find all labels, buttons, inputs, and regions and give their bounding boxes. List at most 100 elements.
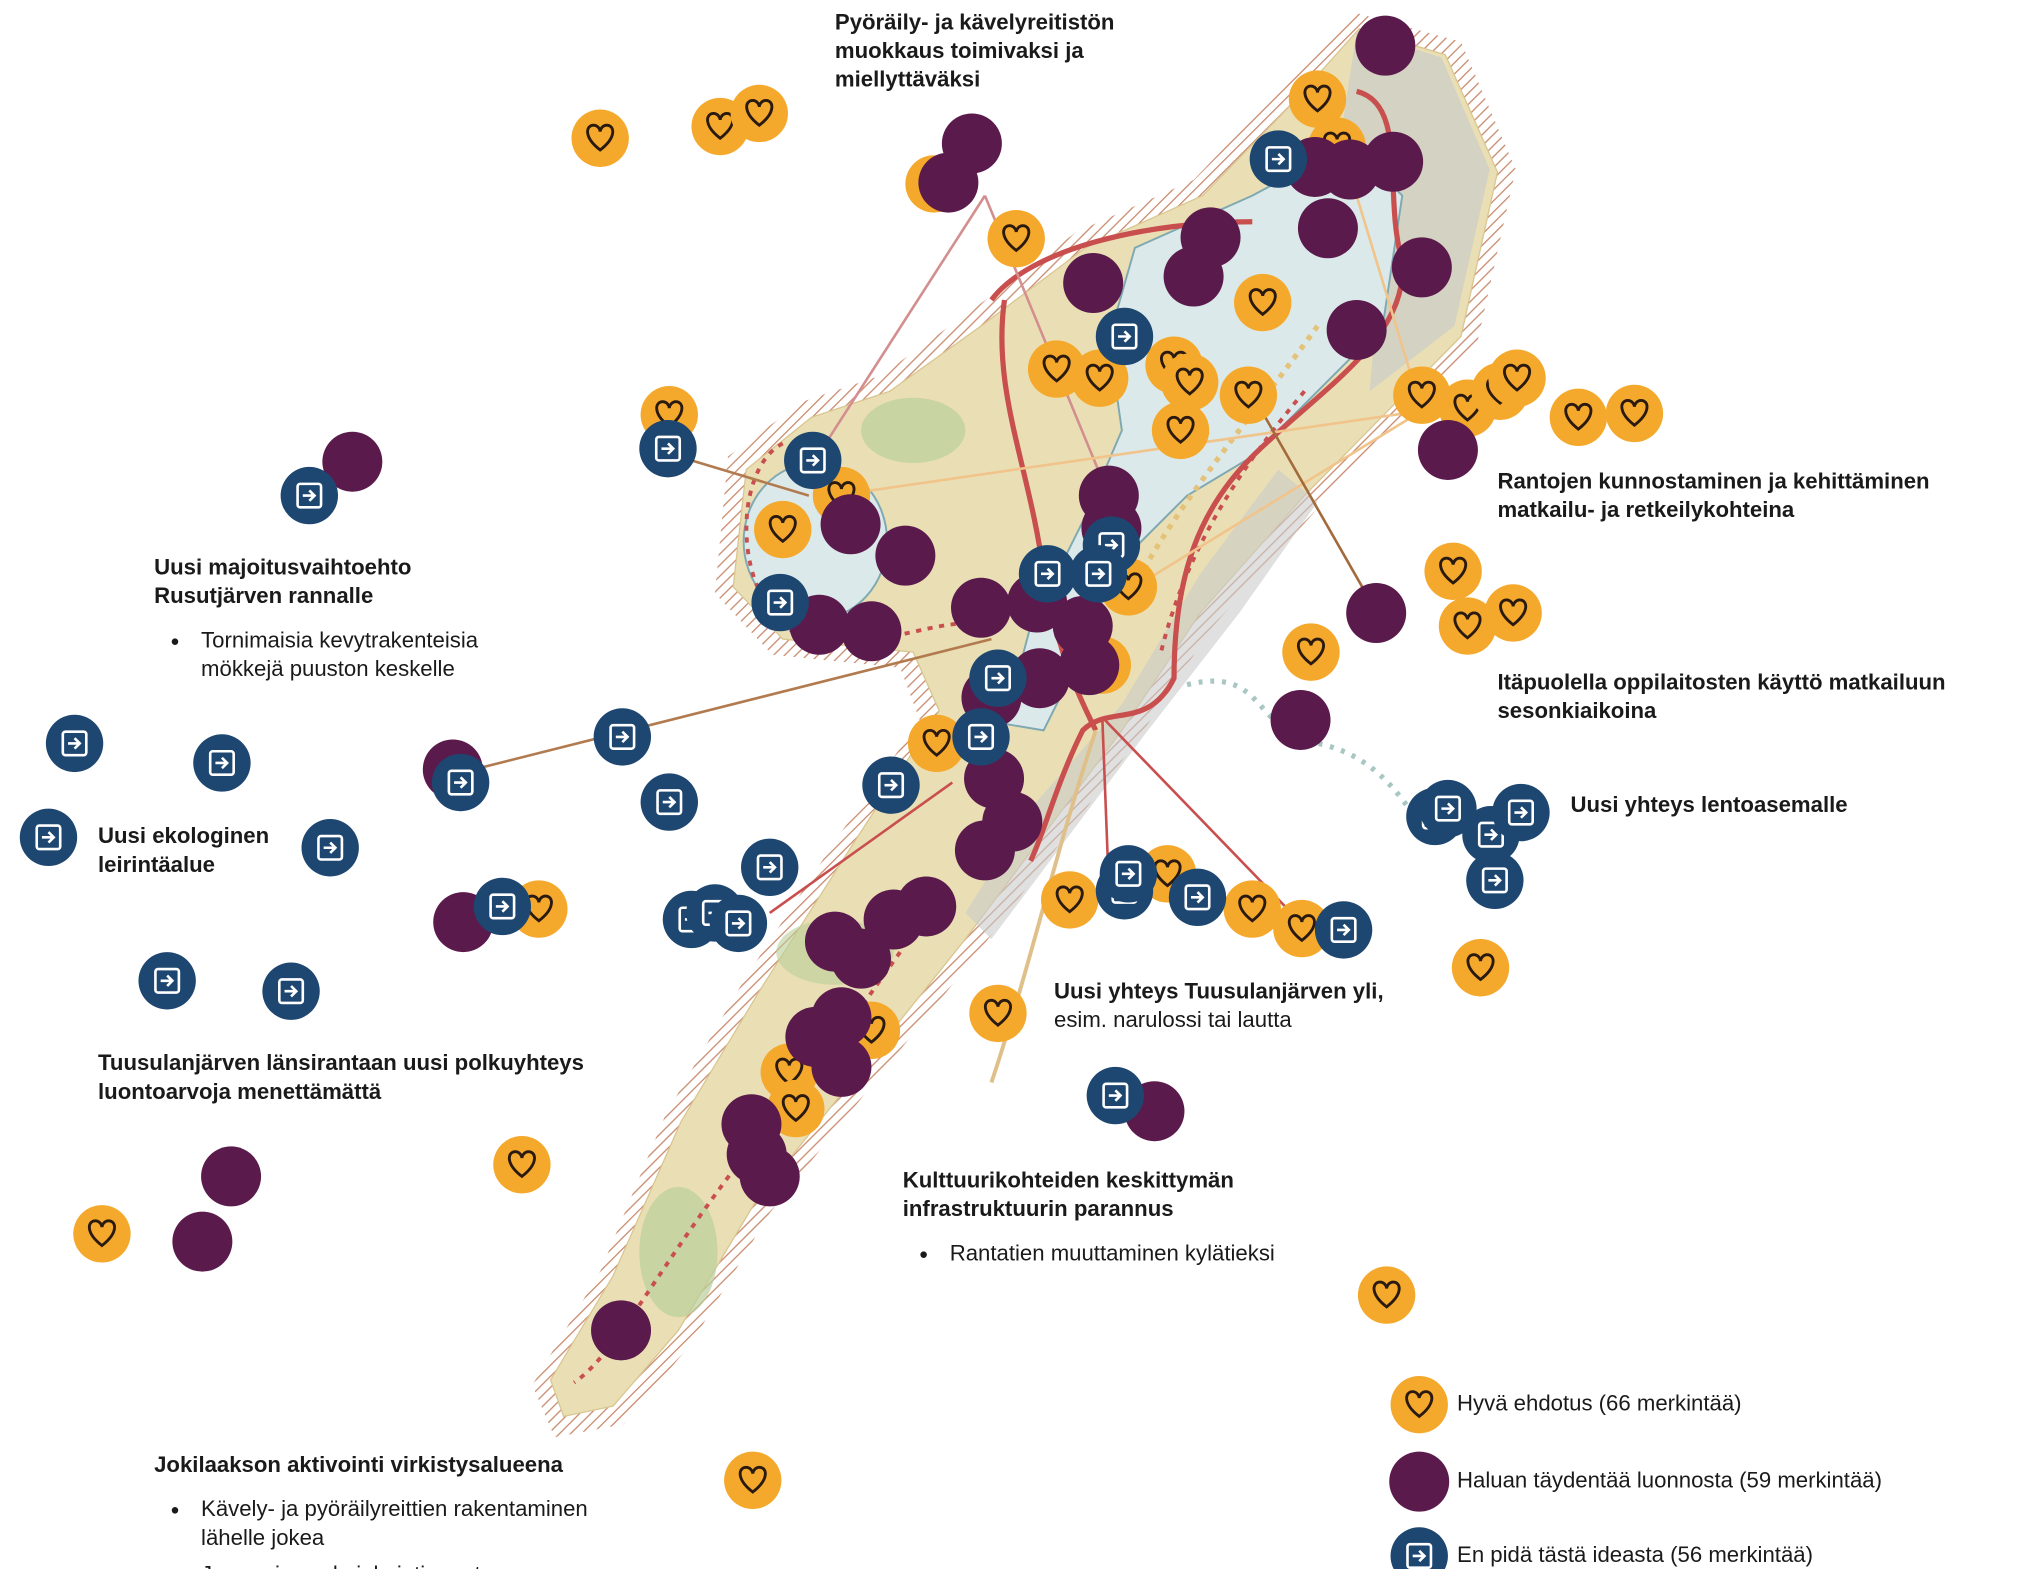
arrow-box <box>1477 821 1505 848</box>
dislike-marker <box>593 708 652 766</box>
arrow-box <box>656 789 683 816</box>
heart-icon <box>1042 354 1071 383</box>
comment-marker <box>954 820 1015 881</box>
comment-marker <box>951 577 1011 638</box>
comment-marker <box>1009 648 1070 709</box>
heart-icon <box>1303 84 1332 113</box>
heart-icon <box>1296 637 1325 666</box>
arrow-icon <box>1117 330 1132 343</box>
purple-marker <box>1389 1451 1450 1512</box>
arrow-icon <box>1271 152 1286 166</box>
heart-marker-bg <box>754 500 812 559</box>
blue-marker-bg <box>1390 1527 1448 1569</box>
arrow-icon <box>495 900 510 913</box>
arrow-icon <box>661 442 676 455</box>
purple-marker <box>1009 648 1070 709</box>
comment-marker <box>201 1146 262 1207</box>
arrow-box <box>1102 1082 1129 1109</box>
arrow-box <box>654 435 682 462</box>
heart-icon <box>1175 367 1204 396</box>
arrow-box <box>208 749 235 777</box>
heart-marker <box>767 1079 825 1138</box>
heart-marker <box>1484 584 1542 642</box>
forest <box>639 1186 718 1318</box>
annotation-subtitle: esim. narulossi tai lautta <box>1054 1007 1292 1032</box>
arrow-box <box>61 730 88 757</box>
dislike-marker <box>1168 868 1227 927</box>
arrow-box <box>1434 795 1461 822</box>
comment-marker <box>591 1300 652 1361</box>
heart-icon <box>655 400 684 429</box>
arrow-box <box>725 910 752 937</box>
heart-icon <box>781 1094 810 1123</box>
arrow-box <box>877 772 905 799</box>
dislike-marker <box>1314 901 1373 959</box>
connector <box>1264 416 1371 601</box>
comment-marker <box>841 601 902 662</box>
heart-marker <box>1027 340 1086 398</box>
annotation: Uusi majoitusvaihtoehto Rusutjärven ranna… <box>154 555 479 682</box>
heart-icon <box>1055 885 1084 914</box>
heart-icon <box>983 998 1012 1027</box>
heart-icon <box>745 98 774 128</box>
heart-icon <box>87 1219 116 1248</box>
dislike-marker <box>1492 783 1550 842</box>
heart-marker <box>1451 939 1510 997</box>
route <box>1028 88 1406 862</box>
purple-marker <box>1326 299 1387 360</box>
comment-marker <box>820 494 881 555</box>
arrow-box <box>447 769 474 796</box>
arrow-icon <box>160 974 175 987</box>
heart-marker-bg <box>1027 340 1086 398</box>
dislike-marker <box>280 466 339 525</box>
heart-marker-bg <box>1273 899 1331 958</box>
annotation-title: Kulttuurikohteiden keskittymän <box>903 1168 1234 1193</box>
dislike-marker <box>952 708 1010 766</box>
arrow-icon <box>1514 806 1529 819</box>
heart-marker-bg <box>1223 880 1281 938</box>
heart-icon <box>1287 914 1316 943</box>
heart-marker <box>1273 899 1331 958</box>
dislike-marker <box>784 431 842 490</box>
arrow-icon <box>773 596 788 609</box>
arrow-icon <box>68 737 82 750</box>
arrow-icon <box>731 917 746 930</box>
connector <box>807 194 987 471</box>
heart-marker <box>1357 1266 1416 1324</box>
heart-marker-bg <box>1424 542 1482 600</box>
heart-marker <box>73 1205 131 1263</box>
heart-marker <box>493 1135 551 1194</box>
heart-marker-bg <box>767 1079 825 1138</box>
dislike-marker <box>193 734 251 792</box>
heart-marker-bg <box>1160 353 1219 411</box>
legend-label: Haluan täydentää luonnosta (59 merkintää… <box>1457 1467 1882 1492</box>
comment-marker <box>1326 299 1387 360</box>
dislike-marker <box>301 819 359 877</box>
dislike-marker <box>1249 130 1308 188</box>
heart-icon <box>1503 363 1532 392</box>
heart-icon <box>1499 598 1528 627</box>
heart-marker-bg <box>724 1451 782 1510</box>
annotation-title: Itäpuolella oppilaitosten käyttö matkail… <box>1497 669 1945 694</box>
comment-marker <box>811 1036 872 1097</box>
arrow-icon <box>884 779 899 792</box>
heart-icon <box>1153 859 1182 888</box>
connector <box>768 781 954 915</box>
comment-marker <box>739 1146 800 1207</box>
arrow-icon <box>41 831 56 844</box>
dislike-marker <box>138 952 196 1010</box>
arrow-box <box>35 824 62 851</box>
arrow-icon <box>215 756 229 770</box>
annotation: Jokilaakson aktivointi virkistysalueena K… <box>154 1452 588 1569</box>
heart-marker-bg <box>1070 349 1129 407</box>
legend: Hyvä ehdotus (66 merkintää) Haluan täyden… <box>1389 1375 1882 1569</box>
dislike-marker <box>431 753 490 812</box>
arrow-box <box>1481 867 1508 894</box>
annotation-title: Rantojen kunnostaminen ja kehittäminen <box>1497 468 1929 493</box>
arrow-box <box>799 447 826 474</box>
connector <box>1101 716 1293 914</box>
arrow-box <box>984 665 1011 692</box>
connector <box>1134 409 1423 589</box>
dislike-marker <box>640 773 698 831</box>
